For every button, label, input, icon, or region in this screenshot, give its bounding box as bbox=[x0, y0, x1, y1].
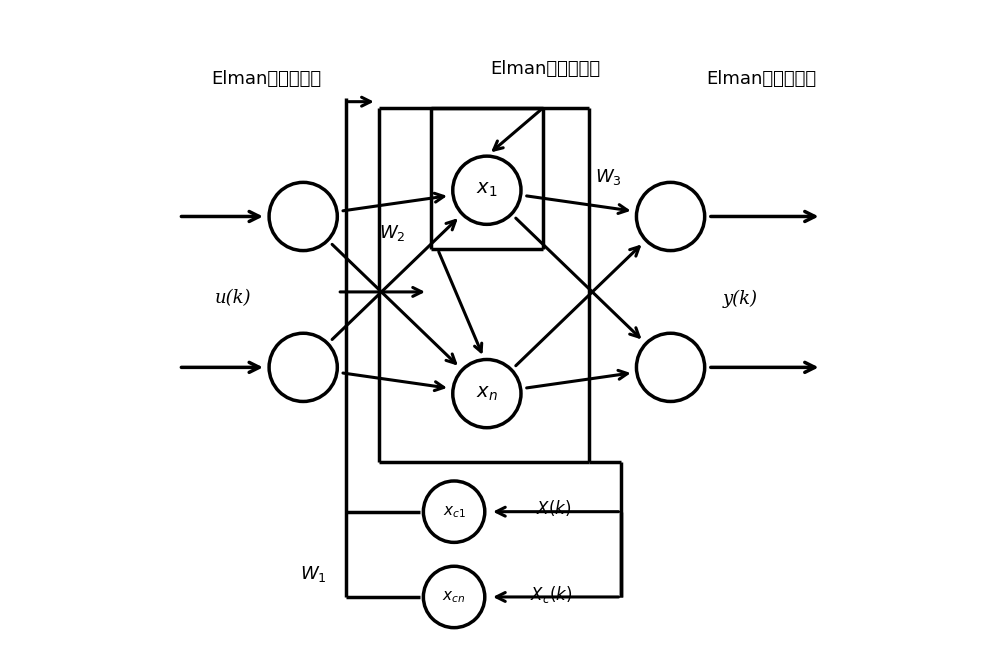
Text: $W_1$: $W_1$ bbox=[300, 564, 327, 584]
Text: $x_n$: $x_n$ bbox=[476, 384, 498, 403]
Text: $x_{c1}$: $x_{c1}$ bbox=[443, 504, 466, 520]
Text: u(k): u(k) bbox=[215, 289, 251, 308]
Text: $x_{cn}$: $x_{cn}$ bbox=[442, 589, 466, 605]
Text: $x_1$: $x_1$ bbox=[476, 181, 498, 199]
Circle shape bbox=[423, 481, 485, 543]
Circle shape bbox=[636, 333, 705, 401]
Circle shape bbox=[423, 566, 485, 628]
Circle shape bbox=[269, 333, 337, 401]
Text: y(k): y(k) bbox=[723, 289, 758, 308]
Text: $X(k)$: $X(k)$ bbox=[536, 499, 571, 518]
Circle shape bbox=[636, 182, 705, 251]
Circle shape bbox=[269, 182, 337, 251]
Text: $W_2$: $W_2$ bbox=[379, 223, 405, 243]
Text: Elman网络输入层: Elman网络输入层 bbox=[211, 70, 321, 88]
Text: Elman网络隐含层: Elman网络隐含层 bbox=[490, 60, 600, 78]
Text: $W_3$: $W_3$ bbox=[595, 167, 622, 187]
Circle shape bbox=[453, 359, 521, 428]
Circle shape bbox=[453, 156, 521, 224]
Text: Elman网络输出层: Elman网络输出层 bbox=[707, 70, 817, 88]
Text: $X_c(k)$: $X_c(k)$ bbox=[530, 584, 572, 605]
